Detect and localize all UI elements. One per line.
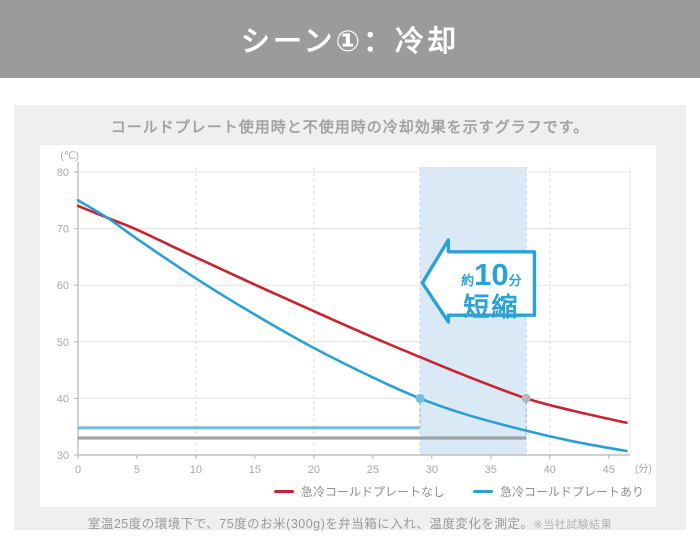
legend-line-swatch: [273, 490, 294, 493]
chart-panel: 約10分 短縮 30 40 50 60 70 80 0 5 10 15 20 25 30 35 40 45 (℃) (…: [40, 145, 656, 507]
legend-item: 急冷コールドプレートあり: [472, 483, 644, 500]
svg-text:10: 10: [190, 464, 202, 476]
svg-text:80: 80: [57, 167, 69, 179]
svg-text:0: 0: [75, 464, 81, 476]
crossing-dot: [415, 393, 425, 403]
svg-text:30: 30: [426, 464, 438, 476]
svg-text:50: 50: [57, 337, 69, 349]
svg-text:15: 15: [249, 464, 261, 476]
svg-text:25: 25: [367, 464, 379, 476]
svg-text:60: 60: [57, 280, 69, 292]
svg-text:35: 35: [485, 464, 497, 476]
legend-item: 急冷コールドプレートなし: [273, 483, 445, 500]
legend-label: 急冷コールドプレートなし: [300, 485, 445, 499]
svg-text:45: 45: [603, 464, 615, 476]
page-title: シーン①：冷却: [240, 26, 460, 58]
svg-text:30: 30: [57, 450, 69, 462]
caption-note: ※当社試験結果: [533, 519, 613, 531]
arrow-text-line1: 約10分: [461, 257, 522, 292]
svg-text:40: 40: [57, 393, 69, 405]
legend-label: 急冷コールドプレートあり: [499, 485, 644, 499]
header-band: シーン①：冷却: [0, 0, 700, 78]
caption-text: 室温25度の環境下で、75度のお米(300g)を弁当箱に入れ、温度変化を測定。: [87, 517, 534, 531]
crossing-dot: [521, 393, 531, 403]
chart-legend: 急冷コールドプレートなし 急冷コールドプレートあり: [273, 483, 644, 500]
x-unit-label: (分): [635, 463, 652, 475]
series-line: [76, 204, 628, 425]
legend-line-swatch: [472, 490, 493, 493]
graph-caption: 室温25度の環境下で、75度のお米(300g)を弁当箱に入れ、温度変化を測定。※…: [14, 513, 686, 532]
arrow-text-line2: 短縮: [463, 292, 519, 322]
svg-text:20: 20: [308, 464, 320, 476]
svg-text:70: 70: [57, 224, 69, 236]
y-unit-label: (℃): [60, 150, 79, 162]
svg-text:40: 40: [544, 464, 556, 476]
graph-card: コールドプレート使用時と不使用時の冷却効果を示すグラフです。 約10分 短縮 30 4…: [14, 105, 686, 532]
svg-text:5: 5: [134, 464, 140, 476]
time-saved-arrow: [420, 238, 537, 324]
series-line: [76, 199, 628, 453]
graph-subtitle: コールドプレート使用時と不使用時の冷却効果を示すグラフです。: [110, 119, 590, 136]
